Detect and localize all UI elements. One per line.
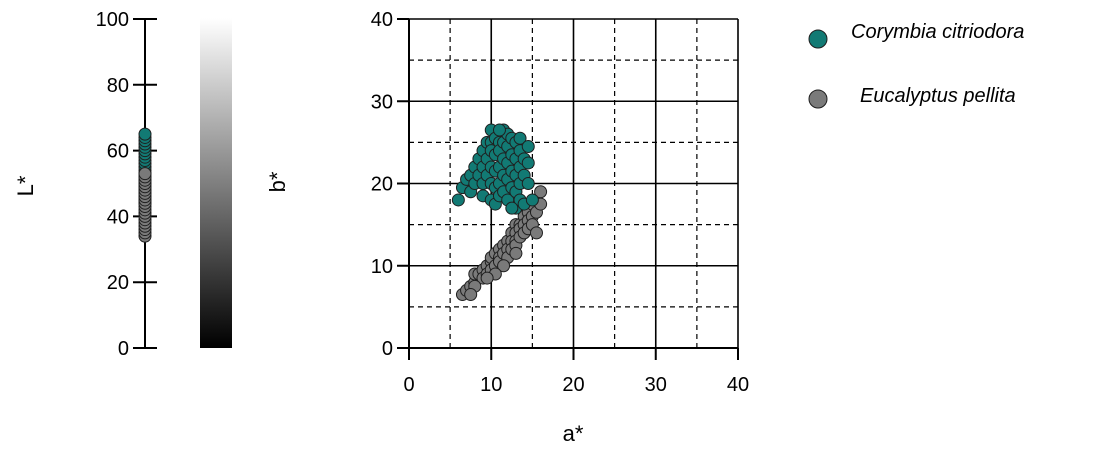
a-axis-title: a* [563, 421, 584, 446]
x-tick-label: 0 [403, 374, 414, 396]
scatter-point-corymbia-citriodora [521, 139, 535, 153]
scatter-point-eucalyptus-pellita [464, 288, 478, 302]
l-tick-label: 20 [107, 272, 129, 294]
scatter-grid [409, 18, 739, 348]
scatter-point-eucalyptus-pellita [529, 226, 543, 240]
scatter-point-eucalyptus-pellita [480, 271, 494, 285]
l-points [138, 127, 152, 243]
legend: Corymbia citriodora Eucalyptus pellita [808, 21, 1024, 109]
y-tick-label: 20 [371, 174, 393, 196]
scatter-point-eucalyptus-pellita [509, 246, 523, 260]
l-tick-label: 0 [118, 338, 129, 360]
l-point-eucalyptus-pellita [138, 167, 152, 181]
legend-marker-eucalyptus [808, 89, 828, 109]
l-tick-label: 80 [107, 75, 129, 97]
l-tick-label: 40 [107, 206, 129, 228]
y-tick-label: 0 [382, 338, 393, 360]
l-point-corymbia-citriodora [138, 127, 152, 141]
y-tick-label: 10 [371, 256, 393, 278]
legend-label-eucalyptus: Eucalyptus pellita [860, 85, 1016, 107]
legend-label-corymbia: Corymbia citriodora [851, 21, 1024, 43]
ab-scatter-chart: 0 10 20 30 40 0 10 20 30 40 a* [371, 9, 749, 446]
scatter-points [451, 123, 548, 302]
x-tick-label: 10 [480, 374, 502, 396]
x-tick-label: 30 [645, 374, 667, 396]
scatter-point-corymbia-citriodora [521, 177, 535, 190]
legend-marker-corymbia [808, 29, 828, 49]
scatter-point-corymbia-citriodora [505, 201, 519, 215]
scatter-point-corymbia-citriodora [492, 123, 506, 137]
l-axis-title: L* [13, 175, 38, 196]
legend-item-eucalyptus: Eucalyptus pellita [808, 85, 1016, 109]
b-colorbar-gradient [200, 18, 232, 348]
scatter-point-corymbia-citriodora [521, 156, 535, 170]
y-tick-label: 30 [371, 91, 393, 113]
scatter-point-corymbia-citriodora [525, 193, 539, 207]
scatter-point-corymbia-citriodora [451, 193, 465, 207]
b-axis-title: b* [265, 171, 290, 192]
l-tick-label: 100 [96, 9, 129, 31]
scatter-axes: 0 10 20 30 40 0 10 20 30 40 [371, 9, 749, 396]
scatter-point-eucalyptus-pellita [497, 259, 511, 273]
b-colorbar: b* [200, 18, 290, 348]
l-tick-label: 60 [107, 141, 129, 163]
y-tick-label: 40 [371, 9, 393, 31]
x-tick-label: 20 [562, 374, 584, 396]
l-axis: 0 20 40 60 80 100 [96, 9, 157, 360]
lightness-strip-chart: L* 0 20 40 60 80 100 [13, 9, 157, 360]
x-tick-label: 40 [727, 374, 749, 396]
legend-item-corymbia: Corymbia citriodora [808, 21, 1024, 49]
